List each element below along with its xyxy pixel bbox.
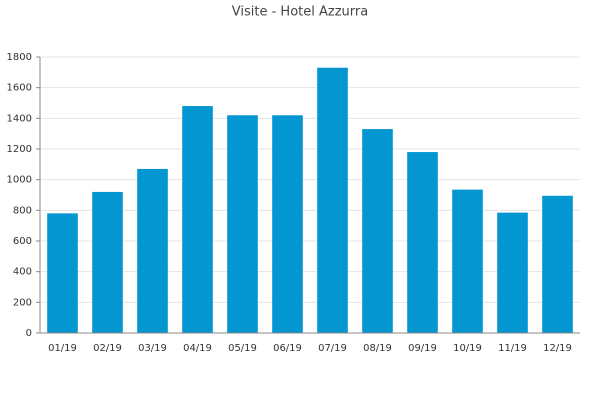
y-tick-label: 1400 xyxy=(7,113,32,124)
x-tick-label: 10/19 xyxy=(453,343,482,354)
x-tick-label: 09/19 xyxy=(408,343,437,354)
x-tick-label: 04/19 xyxy=(183,343,212,354)
y-tick-label: 1600 xyxy=(7,83,32,94)
bar xyxy=(47,213,78,333)
y-tick-label: 400 xyxy=(13,267,32,278)
x-tick-label: 02/19 xyxy=(93,343,122,354)
bar xyxy=(227,115,258,334)
y-tick-label: 200 xyxy=(13,297,32,308)
x-tick-label: 01/19 xyxy=(48,343,77,354)
x-tick-label: 03/19 xyxy=(138,343,167,354)
bar xyxy=(317,67,348,333)
y-tick-label: 1000 xyxy=(7,175,32,186)
bar xyxy=(362,129,393,333)
y-tick-label: 600 xyxy=(13,236,32,247)
bar xyxy=(542,195,573,333)
y-tick-label: 1800 xyxy=(7,52,32,63)
bar xyxy=(497,212,528,333)
bar xyxy=(137,168,168,333)
chart-title: Visite - Hotel Azzurra xyxy=(232,5,368,20)
x-tick-label: 06/19 xyxy=(273,343,302,354)
bar xyxy=(272,115,303,334)
bar xyxy=(182,106,213,333)
x-tick-label: 12/19 xyxy=(543,343,572,354)
x-tick-label: 05/19 xyxy=(228,343,257,354)
bar xyxy=(452,189,483,333)
bar xyxy=(92,191,123,333)
x-tick-label: 08/19 xyxy=(363,343,392,354)
y-tick-label: 800 xyxy=(13,205,32,216)
bar xyxy=(407,152,438,333)
y-tick-label: 0 xyxy=(26,328,32,339)
x-tick-label: 07/19 xyxy=(318,343,347,354)
x-tick-label: 11/19 xyxy=(498,343,527,354)
y-tick-label: 1200 xyxy=(7,144,32,155)
